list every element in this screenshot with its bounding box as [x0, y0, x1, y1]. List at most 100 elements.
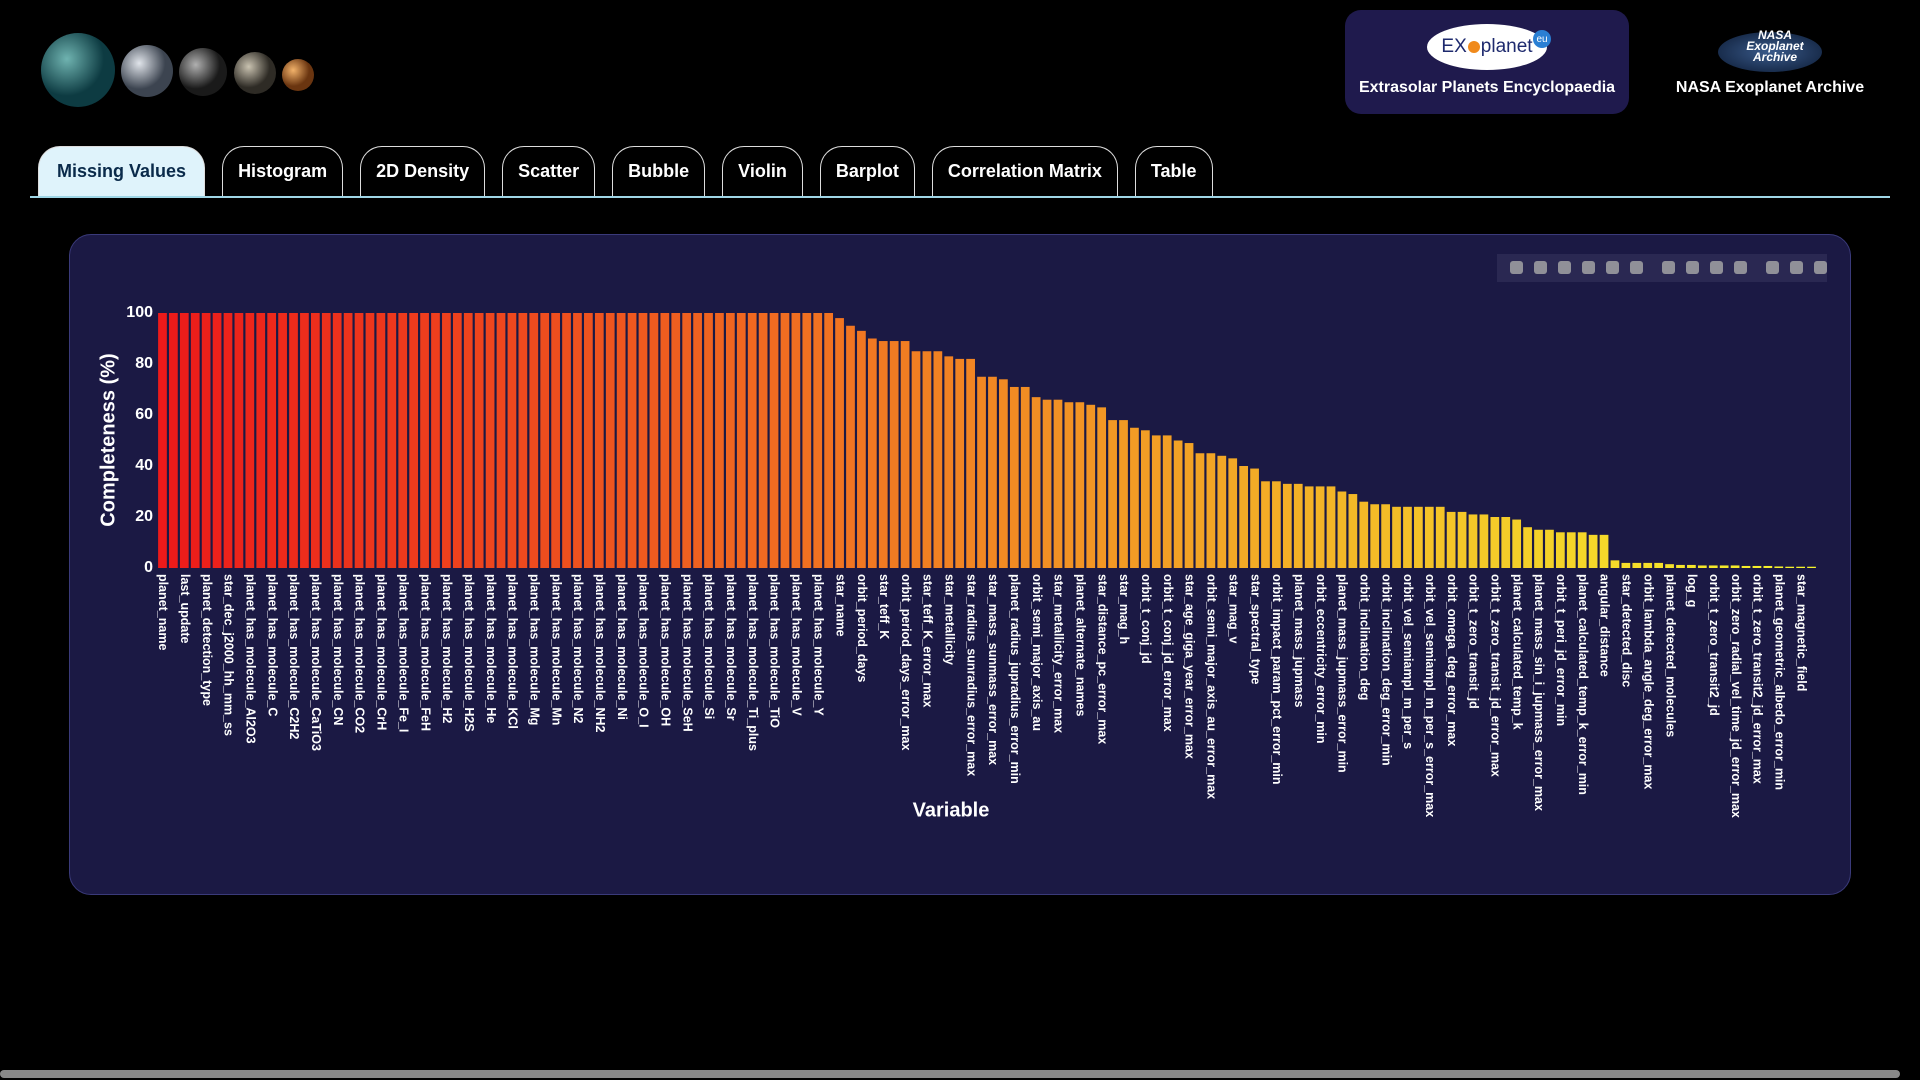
bar [529, 313, 539, 568]
modebar-button[interactable] [1814, 261, 1827, 274]
tab[interactable]: Table [1134, 146, 1213, 196]
modebar-button[interactable] [1510, 261, 1523, 274]
bar [1534, 529, 1543, 568]
x-tick-label: orbit_t_conj_jd [1139, 574, 1153, 664]
bar [1392, 506, 1401, 568]
modebar-button[interactable] [1734, 261, 1747, 274]
modebar-button[interactable] [1630, 261, 1643, 274]
bar [463, 313, 473, 568]
bar [256, 313, 266, 568]
bar [540, 313, 550, 568]
bar [179, 313, 189, 568]
bar [1020, 386, 1030, 568]
x-tick-label: orbit_t_peri_jd_error_min [1554, 574, 1568, 726]
modebar-button[interactable] [1790, 261, 1803, 274]
tab[interactable]: 2D Density [360, 146, 486, 196]
tab[interactable]: Correlation Matrix [931, 146, 1118, 196]
bar [1610, 560, 1620, 568]
x-tick-label: star_metallicity_error_max [1052, 574, 1066, 733]
bar [955, 358, 965, 568]
planet [282, 59, 314, 91]
bar [715, 313, 724, 568]
modebar-button[interactable] [1582, 261, 1595, 274]
tab[interactable]: Violin [722, 146, 803, 196]
x-tick-label: planet_mass_sin_i_jupmass_error_max [1532, 574, 1546, 811]
logo-dot [1467, 41, 1480, 53]
bar [682, 313, 692, 568]
x-tick-label: star_dec_j2000_hh_mm_ss [222, 574, 236, 736]
x-tick-label: star_radius_sunradius_error_max [964, 574, 978, 776]
bar [1348, 494, 1358, 568]
bar [1184, 443, 1194, 568]
modebar-button[interactable] [1662, 261, 1675, 274]
x-tick-label: planet_has_molecule_N2 [571, 574, 585, 723]
bar [1763, 565, 1773, 568]
x-tick-label: star_metallicity [942, 574, 956, 665]
modebar-button[interactable] [1558, 261, 1571, 274]
bar [693, 313, 702, 568]
modebar-button[interactable] [1534, 261, 1547, 274]
bar [267, 313, 277, 568]
tab[interactable]: Barplot [819, 146, 915, 196]
tab[interactable]: Histogram [222, 146, 344, 196]
modebar-button[interactable] [1710, 261, 1723, 274]
bar [485, 313, 495, 568]
tab[interactable]: Bubble [612, 146, 706, 196]
bar [1075, 402, 1085, 568]
bar [245, 313, 255, 568]
planet [121, 45, 173, 97]
bar [605, 313, 615, 568]
bar [878, 341, 888, 568]
bar [747, 313, 757, 568]
bar [1665, 564, 1674, 568]
bar [1708, 565, 1718, 568]
x-tick-label: planet_geometric_albedo_error_min [1772, 574, 1786, 790]
x-tick-label: orbit_omega_deg_error_max [1445, 574, 1459, 746]
x-tick-label: star_teff_K_error_max [921, 574, 935, 707]
bar [1435, 506, 1445, 568]
y-tick-label: 0 [144, 559, 153, 576]
x-tick-label: planet_calculated_temp_k_error_min [1576, 574, 1590, 795]
logo-text: Archive [1752, 50, 1798, 64]
x-tick-label: orbit_semi_major_axis_au_error_max [1205, 574, 1219, 799]
planet [179, 48, 227, 96]
caption: Extrasolar Planets Encyclopaedia [1358, 79, 1616, 96]
bar [813, 313, 823, 568]
x-tick-label: orbit_vel_semiampl_m_per_s_error_max [1423, 574, 1437, 817]
x-tick-label: planet_has_molecule_Mg [527, 574, 541, 725]
x-tick-label: orbit_vel_semiampl_m_per_s [1401, 574, 1415, 749]
modebar-button[interactable] [1766, 261, 1779, 274]
x-tick-label: planet_has_molecule_C2H2 [287, 574, 301, 739]
x-tick-label: planet_has_molecule_CN [331, 574, 345, 725]
x-tick-label: star_name [833, 574, 847, 637]
nasa-link[interactable]: NASA Exoplanet Archive NASA Exoplanet Ar… [1676, 22, 1864, 122]
x-tick-label: planet_has_molecule_Al2O3 [244, 574, 258, 744]
tab[interactable]: Missing Values [38, 146, 206, 196]
bar [1719, 565, 1729, 568]
x-tick-label: planet_alternate_names [1074, 574, 1088, 716]
exoplanet-eu-link[interactable]: EX planet eu Extrasolar Planets Encyclopa… [1345, 10, 1629, 114]
bar [638, 313, 648, 568]
bar [1053, 399, 1063, 568]
x-tick-label: planet_has_molecule_Mn [549, 574, 563, 725]
x-tick-label: star_detected_disc [1620, 574, 1634, 687]
x-tick-label: planet_has_molecule_Y [811, 574, 825, 716]
x-tick-label: planet_has_molecule_CO2 [353, 574, 367, 733]
bar [1468, 514, 1478, 568]
bar [1479, 514, 1489, 568]
modebar-button[interactable] [1606, 261, 1619, 274]
bar [343, 313, 353, 568]
scrollbar[interactable] [0, 1070, 1900, 1078]
bar [1643, 562, 1653, 568]
modebar-button[interactable] [1686, 261, 1699, 274]
x-tick-label: star_mag_v [1226, 574, 1240, 644]
bar [1381, 504, 1390, 568]
bar [1545, 529, 1554, 568]
bar [1326, 486, 1336, 568]
tab[interactable]: Scatter [502, 146, 596, 196]
bar [933, 351, 943, 568]
bar [725, 313, 735, 568]
bar [780, 313, 790, 568]
bar [1009, 386, 1019, 568]
